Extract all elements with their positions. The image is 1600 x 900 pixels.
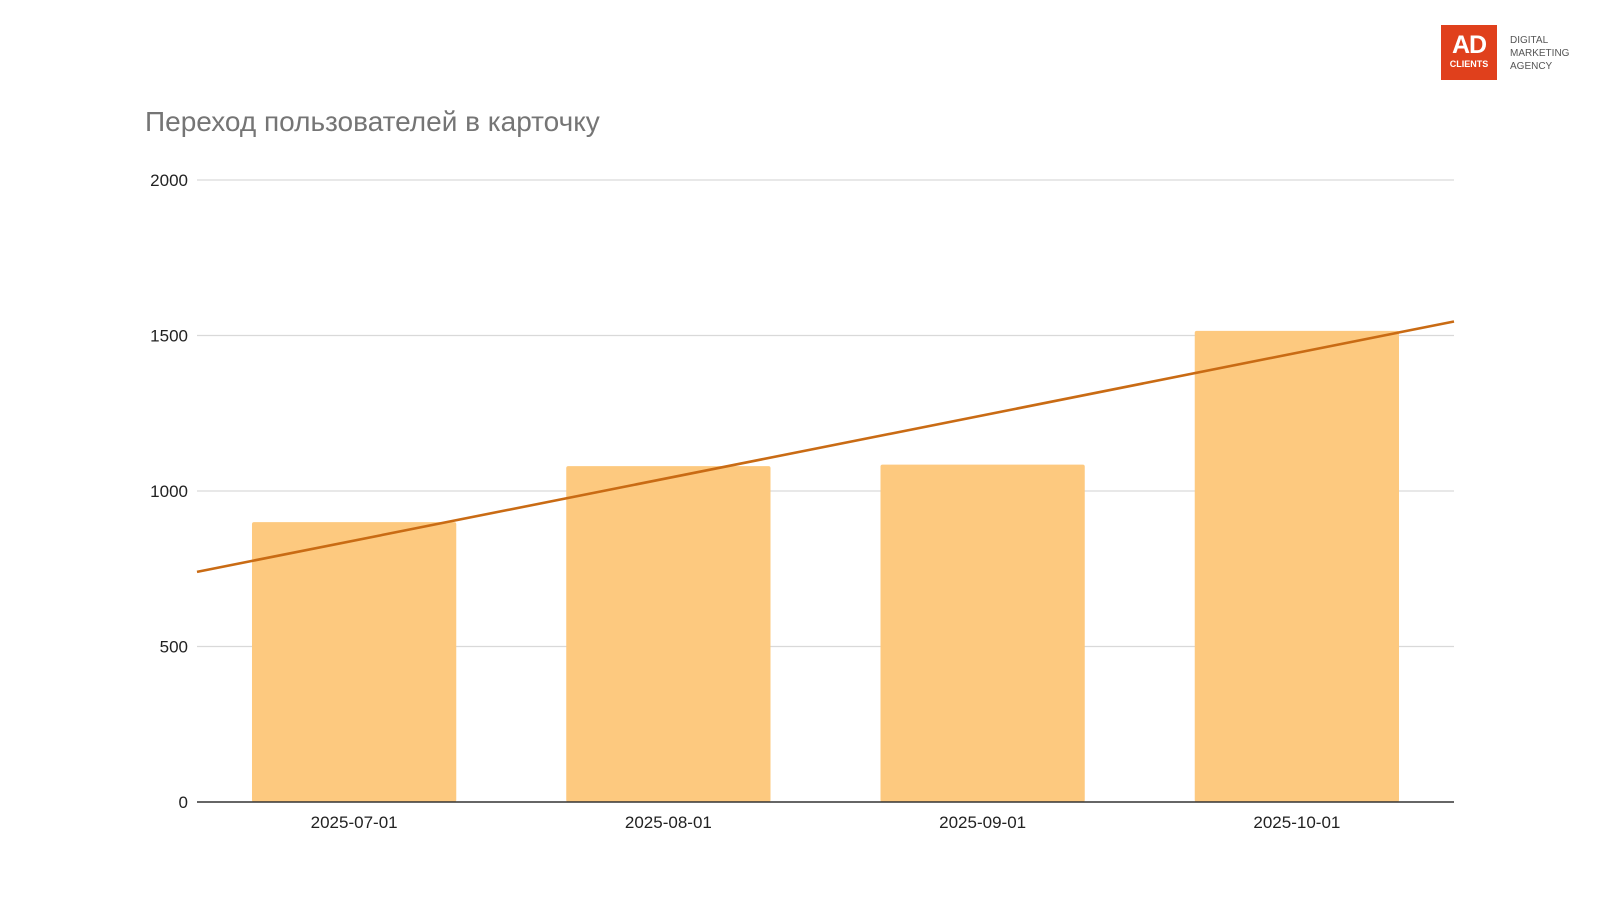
tagline-line-2: MARKETING	[1510, 48, 1570, 59]
logo-sub-text: CLIENTS	[1449, 59, 1489, 69]
x-tick-label: 2025-10-01	[1253, 813, 1340, 832]
tagline-line-3: AGENCY	[1510, 61, 1553, 72]
tagline-line-1: DIGITAL	[1510, 35, 1549, 46]
x-tick-label: 2025-09-01	[939, 813, 1026, 832]
y-tick-label: 500	[160, 638, 188, 657]
bar-2025-10-01	[1194, 330, 1400, 802]
x-tick-label: 2025-07-01	[311, 813, 398, 832]
bar-2025-07-01	[251, 522, 457, 802]
bar-2025-09-01	[880, 464, 1085, 802]
y-tick-label: 1500	[150, 327, 188, 346]
brand-logo: AD CLIENTS	[1441, 25, 1497, 80]
y-tick-label: 2000	[150, 171, 188, 190]
x-tick-label: 2025-08-01	[625, 813, 712, 832]
y-tick-label: 0	[179, 793, 188, 812]
y-tick-label: 1000	[150, 482, 188, 501]
trendline	[196, 320, 1455, 574]
bar-2025-08-01	[566, 466, 771, 802]
logo-main-text: AD	[1451, 31, 1487, 59]
chart-title: Переход пользователей в карточку	[145, 106, 600, 137]
brand-tagline: DIGITAL MARKETING AGENCY	[1510, 34, 1569, 73]
